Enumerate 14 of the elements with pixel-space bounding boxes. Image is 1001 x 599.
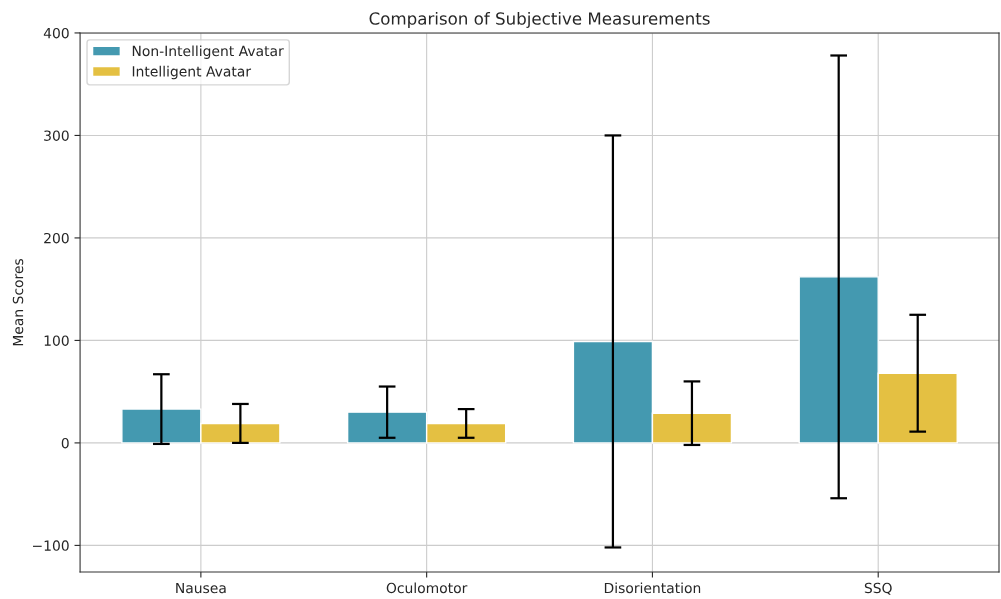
y-tick-label: 0 <box>61 437 69 449</box>
x-tick-label: Nausea <box>176 582 226 594</box>
y-axis-title: Mean Scores <box>12 258 24 346</box>
y-tick-label: 400 <box>43 27 69 39</box>
y-tick-label: 300 <box>44 130 69 141</box>
legend-label: Non-Intelligent Avatar <box>132 45 284 59</box>
legend-label: Intelligent Avatar <box>132 65 252 80</box>
y-tick-label: 200 <box>44 232 69 244</box>
x-tick-label: Oculomotor <box>386 582 468 594</box>
chart-title: Comparison of Subjective Measurements <box>369 11 710 29</box>
y-tick-label: −100 <box>32 540 69 551</box>
x-tick-label: Disorientation <box>604 582 701 594</box>
x-tick-label: SSQ <box>864 582 892 595</box>
y-tick-label: 100 <box>44 335 69 346</box>
